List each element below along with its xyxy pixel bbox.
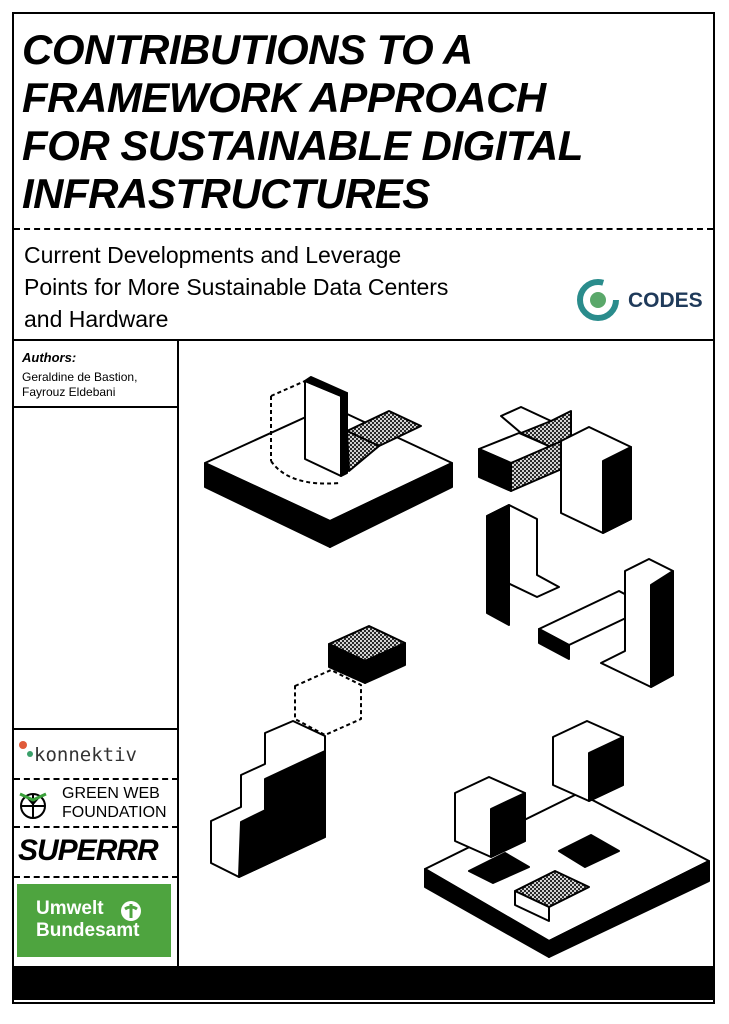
subtitle-line: Points for More Sustainable Data Centers: [24, 274, 449, 300]
title-line: FRAMEWORK APPROACH: [22, 74, 546, 121]
codes-logo: CODES: [628, 289, 703, 312]
divider: [14, 778, 178, 780]
frame: [12, 12, 715, 1004]
konnektiv-icon: [19, 741, 33, 757]
divider: [14, 728, 178, 730]
uba-icon: [121, 901, 141, 921]
green-web-logo: FOUNDATION: [62, 804, 167, 821]
uba-logo: Umwelt: [36, 898, 104, 919]
title-line: CONTRIBUTIONS TO A: [22, 26, 473, 73]
divider: [14, 876, 178, 878]
green-web-logo: GREEN WEB: [62, 785, 160, 802]
author: Geraldine de Bastion,: [22, 370, 138, 384]
title-line: FOR SUSTAINABLE DIGITAL: [22, 122, 583, 169]
green-web-icon: [19, 792, 47, 819]
author: Fayrouz Eldebani: [22, 385, 116, 399]
footer-bar: [12, 966, 715, 1000]
uba-logo-box: [17, 884, 171, 957]
divider: [14, 339, 713, 341]
subtitle-line: Current Developments and Leverage: [24, 242, 402, 268]
column-divider: [177, 340, 179, 966]
authors-label: Authors:: [22, 350, 77, 365]
illustration: [204, 376, 710, 958]
konnektiv-logo: konnektiv: [34, 744, 137, 766]
codes-icon: [577, 279, 619, 321]
uba-logo: Bundesamt: [36, 920, 140, 941]
divider: [14, 406, 178, 408]
subtitle-line: and Hardware: [24, 306, 169, 332]
divider: [14, 228, 713, 230]
superrr-logo: SUPERRR: [18, 834, 159, 867]
title-line: INFRASTRUCTURES: [22, 170, 430, 217]
divider: [14, 826, 178, 828]
